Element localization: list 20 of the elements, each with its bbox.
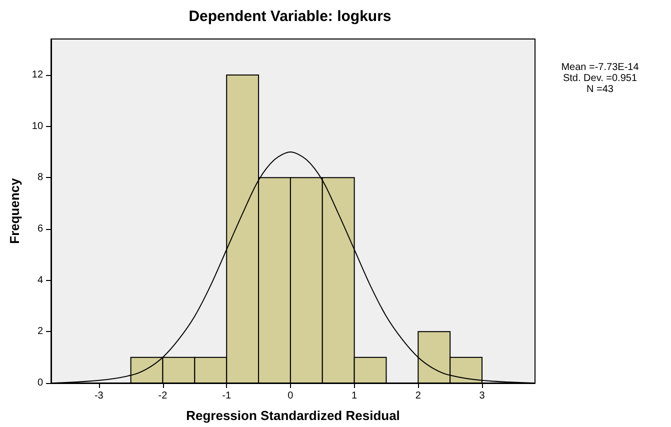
text: Mean =-7.73E-14: [561, 62, 640, 73]
y-tick-label: 10: [32, 120, 44, 132]
x-tick-label: 1: [352, 390, 358, 402]
x-tick-label: 0: [288, 390, 294, 402]
y-axis-title: Frequency: [7, 177, 22, 244]
text: N =43: [586, 84, 614, 95]
y-tick-label: 8: [37, 172, 44, 184]
text: Std. Dev. =0.951: [562, 73, 638, 84]
x-tick-label: 2: [415, 390, 422, 402]
y-tick-label: 6: [37, 223, 44, 234]
x-tick-label: -2: [158, 390, 168, 402]
x-tick-label: -3: [94, 390, 104, 402]
y-tick-label: 12: [32, 69, 44, 80]
y-tick-label: 0: [37, 378, 44, 388]
x-axis-title: Regression Standardized Residual: [186, 408, 400, 423]
y-tick-label: 2: [37, 326, 44, 338]
x-tick-label: -1: [222, 390, 232, 402]
x-tick-label: 3: [479, 390, 486, 402]
chart-title: Dependent Variable: logkurs: [188, 8, 392, 25]
y-tick-label: 4: [37, 274, 44, 286]
